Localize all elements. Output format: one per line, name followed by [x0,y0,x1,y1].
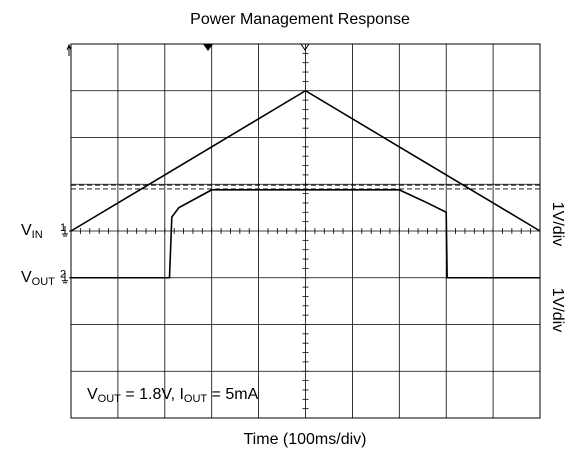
channel-label-sub: IN [32,229,43,241]
offset-marker [66,43,72,56]
channel-label-main: V [21,222,32,239]
ground-marker: 1 [60,222,66,234]
channel-label-sub: OUT [32,276,56,288]
plot-frame [70,43,541,419]
ground-symbol [62,226,71,237]
scale-label: 1V/div [549,202,566,246]
scale-label-group: 1V/div 1V/div [549,202,566,332]
trace [70,89,541,232]
annotation: VOUT = 1.8V, IOUT = 5mA [87,386,259,405]
trace [71,189,540,279]
trigger-position-marker [300,43,310,51]
trigger-marker [203,44,213,51]
x-axis-label: Time (100ms/div) [244,431,367,448]
ground-symbol [62,272,71,284]
channel-label: VIN [21,222,43,241]
annotation-part: OUT [184,393,208,405]
channel-label: VOUT [21,269,55,288]
scale-label: 1V/div [549,288,566,332]
annotation-part: = 5mA [207,386,258,403]
annotation-part: V [87,386,98,403]
channel-label-main: V [21,269,32,286]
annotation-part: OUT [98,393,122,405]
ground-marker: 2 [60,269,66,281]
annotation-part: = 1.8V, I [121,386,184,403]
chart-title: Power Management Response [190,11,410,28]
